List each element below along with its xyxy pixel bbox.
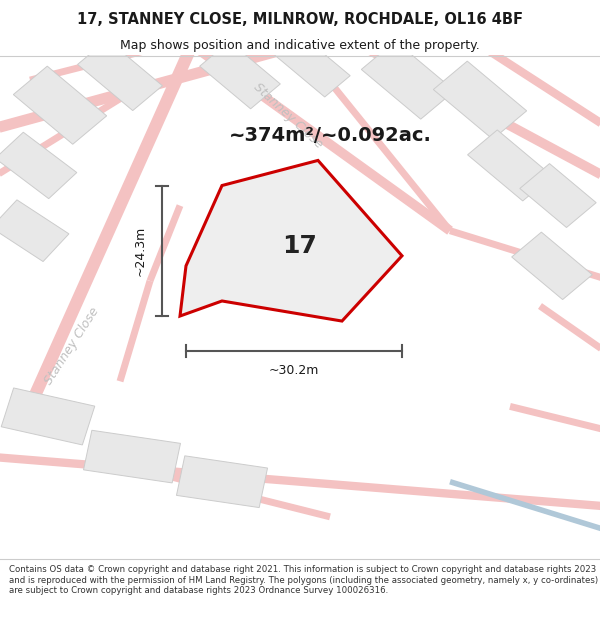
Polygon shape	[200, 41, 280, 109]
Text: Map shows position and indicative extent of the property.: Map shows position and indicative extent…	[120, 39, 480, 51]
Text: ~30.2m: ~30.2m	[269, 364, 319, 377]
Polygon shape	[13, 66, 107, 144]
Text: Stanney Close: Stanney Close	[251, 80, 325, 151]
Text: ~374m²/~0.092ac.: ~374m²/~0.092ac.	[229, 126, 431, 145]
Polygon shape	[361, 41, 455, 119]
Polygon shape	[0, 200, 69, 261]
Polygon shape	[467, 130, 553, 201]
Text: Contains OS data © Crown copyright and database right 2021. This information is : Contains OS data © Crown copyright and d…	[9, 565, 598, 595]
Text: ~24.3m: ~24.3m	[134, 226, 147, 276]
Text: 17: 17	[283, 234, 317, 258]
Polygon shape	[1, 388, 95, 445]
Polygon shape	[433, 61, 527, 139]
Polygon shape	[520, 164, 596, 228]
Polygon shape	[176, 456, 268, 508]
Text: Stanney Close: Stanney Close	[42, 305, 102, 387]
Text: 17, STANNEY CLOSE, MILNROW, ROCHDALE, OL16 4BF: 17, STANNEY CLOSE, MILNROW, ROCHDALE, OL…	[77, 12, 523, 27]
Polygon shape	[0, 132, 77, 199]
Polygon shape	[83, 430, 181, 483]
Polygon shape	[512, 232, 592, 299]
Polygon shape	[77, 39, 163, 111]
Polygon shape	[180, 161, 402, 321]
Polygon shape	[274, 33, 350, 97]
